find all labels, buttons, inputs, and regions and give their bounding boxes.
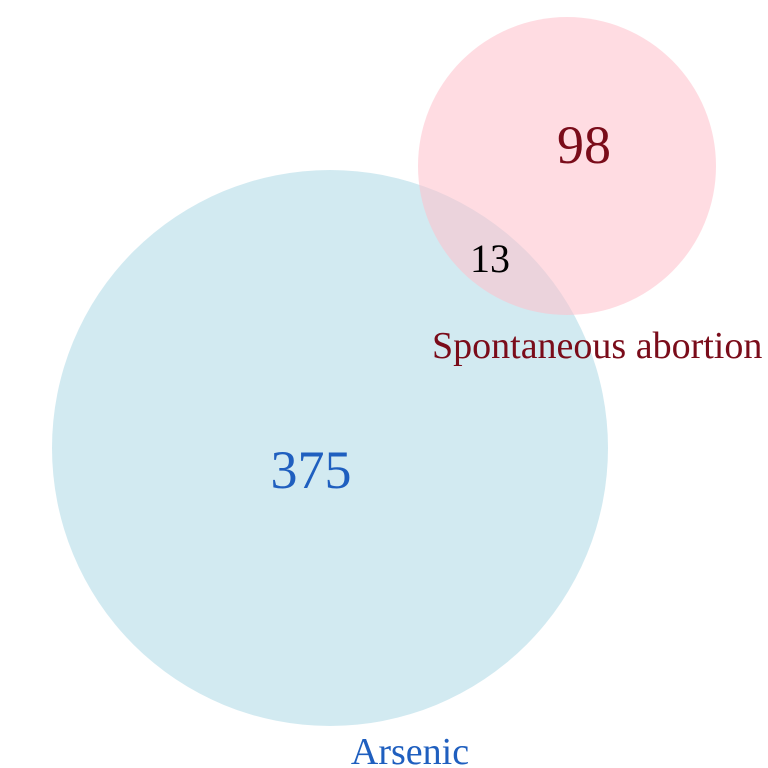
spontaneous-abortion-label: Spontaneous abortion — [432, 325, 762, 367]
spontaneous-abortion-only-count: 98 — [557, 115, 611, 175]
arsenic-label: Arsenic — [351, 731, 469, 768]
arsenic-only-count: 375 — [271, 440, 352, 500]
intersection-count: 13 — [470, 236, 510, 281]
arsenic-circle — [52, 170, 608, 726]
spontaneous-abortion-circle — [418, 17, 716, 315]
